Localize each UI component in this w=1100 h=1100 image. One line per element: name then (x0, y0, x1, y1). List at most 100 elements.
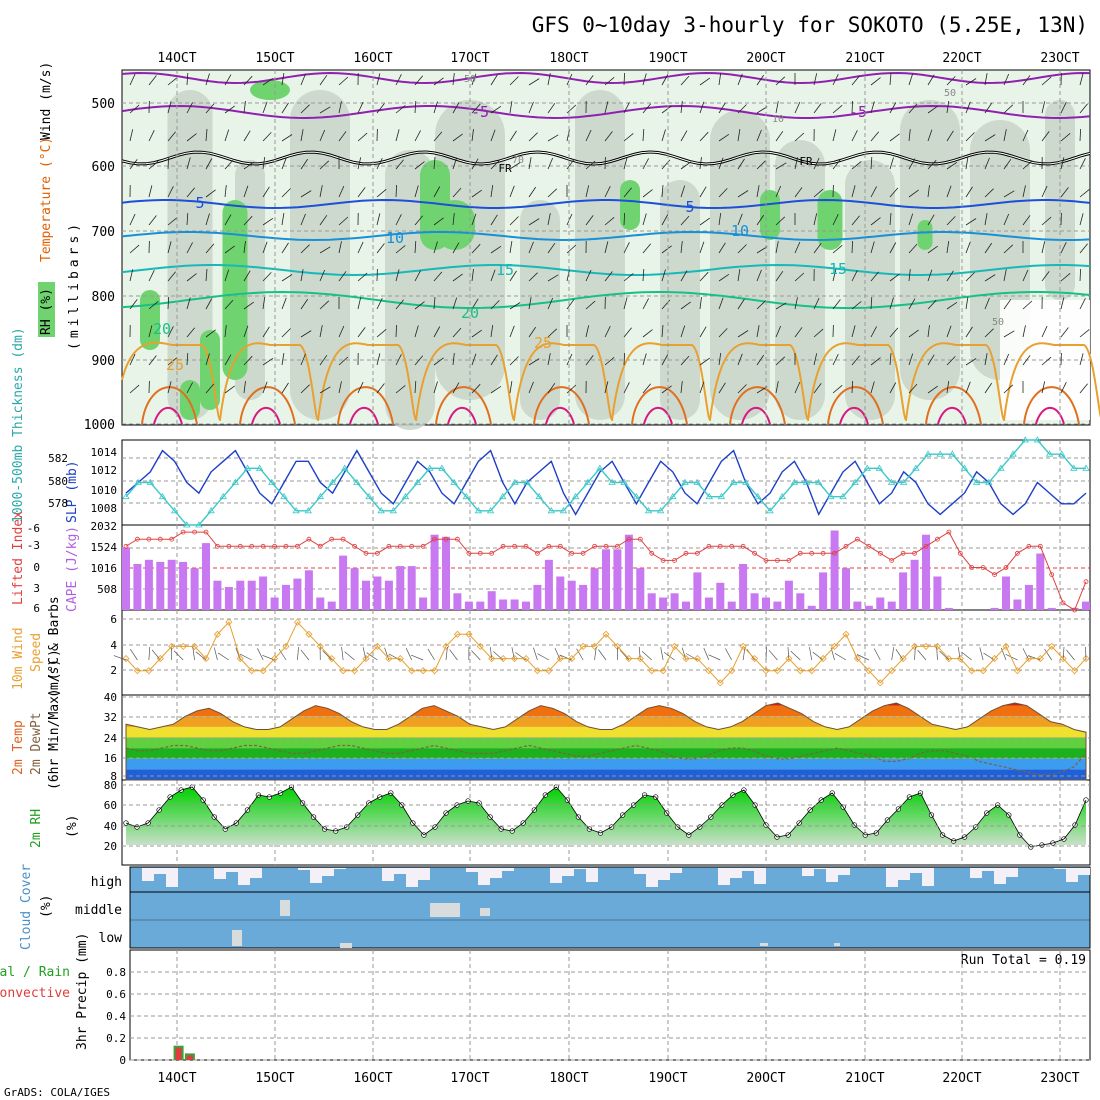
wind-barb (376, 158, 383, 170)
wind-barb-10m (235, 647, 241, 661)
lifted-index-tick-label: -3 (27, 539, 40, 552)
wind-barb (338, 325, 345, 338)
cape-bar (1002, 576, 1010, 610)
thickness-point (268, 478, 276, 485)
wind-barb (718, 213, 722, 226)
wind-barb (661, 105, 672, 114)
wind-barb (604, 271, 613, 282)
thickness-point (669, 492, 677, 500)
rh-tick-label: 60 (104, 799, 117, 812)
high-cloud-gap (214, 868, 226, 879)
wind-barb (1060, 272, 1071, 282)
wind-barb (984, 382, 993, 394)
thickness-point (450, 478, 458, 485)
wind-barb (167, 217, 178, 226)
wind-barb (452, 327, 462, 338)
wind-barb (224, 269, 230, 282)
wind-barb (965, 101, 971, 114)
high-cloud-gap (334, 868, 346, 869)
cape-bar (556, 576, 565, 610)
wind-barb (490, 354, 498, 366)
wind-barb (927, 354, 935, 366)
cape-bar (704, 597, 713, 610)
cape-bar (122, 547, 130, 610)
wind-barb (756, 160, 766, 170)
wind-barb (832, 74, 839, 86)
wind-barb (471, 383, 481, 394)
wind-barb (984, 102, 993, 114)
wind-barb (262, 77, 274, 86)
wind-barb (414, 355, 424, 366)
date-label-top: 20OCT (746, 51, 785, 66)
wind-barb (243, 355, 253, 366)
wind-barb (129, 129, 134, 142)
wind-barb (775, 325, 782, 338)
wind-barb (1041, 216, 1052, 226)
wind-barb (262, 241, 268, 254)
slp-tick-label: 1014 (91, 446, 118, 459)
wind-barb (832, 214, 839, 226)
wind-barb (300, 244, 310, 254)
wind-barb (205, 383, 215, 394)
pressure-axis: 500 600 700 800 900 1000 (84, 97, 115, 433)
wind-barb (1022, 325, 1026, 338)
rh-tick-label: 40 (104, 820, 117, 833)
high-cloud-gap (298, 868, 310, 870)
thickness-point (231, 478, 240, 485)
wind-barb-10m (300, 649, 310, 661)
wind-barb (661, 159, 671, 170)
wind-barb (357, 272, 368, 282)
lifted-index-point (946, 529, 952, 535)
wind-barb (661, 299, 671, 310)
wind-barb (224, 245, 235, 254)
high-cloud-gap (502, 868, 514, 871)
wind-barb (984, 157, 990, 170)
wind-barb (661, 245, 672, 254)
wind-barb (965, 157, 969, 170)
wind-barb (281, 213, 285, 226)
contour-35 (349, 406, 379, 425)
wind-barb (832, 129, 837, 142)
wind-barb-10m (914, 646, 916, 661)
wind-barb (243, 381, 246, 394)
wind-speed-point (1048, 642, 1056, 650)
contour-5 (121, 198, 1091, 210)
wind-barb (281, 274, 293, 282)
wind-speed-point (248, 667, 256, 675)
cape-bar (396, 566, 405, 610)
lifted-index-point (1083, 579, 1089, 585)
thickness-point (754, 492, 762, 500)
wind-barb (186, 352, 189, 366)
cloud-panel-frame (129, 866, 1091, 949)
cape-bar (727, 601, 736, 610)
wind-barb (794, 132, 805, 142)
wind-barb (205, 353, 210, 366)
cape-bar (864, 605, 873, 610)
precip-tick-label: 0.4 (106, 1010, 126, 1023)
thickness-point (401, 492, 410, 500)
high-cloud-gap (418, 868, 430, 880)
lifted-index-point (957, 550, 963, 556)
wind-barb-10m (957, 647, 961, 661)
thickness-point (571, 492, 580, 500)
dewpt2m-axis-label: 2m DewPt (29, 712, 44, 775)
wind-barb (718, 382, 726, 394)
wind-barb (889, 242, 897, 254)
lifted-index-point (752, 550, 757, 556)
wind-barb (528, 272, 538, 282)
temp2m-axis-label: 2m Temp (11, 720, 26, 775)
wind-barb (300, 190, 312, 198)
wind-barb (927, 325, 930, 338)
wind-barb (756, 354, 765, 366)
precip-tick-label: 0 (119, 1054, 126, 1067)
wind-barb (186, 102, 193, 114)
cape-bar (442, 536, 450, 610)
wind-barb-10m (663, 652, 675, 661)
rh-green-area (222, 200, 248, 380)
cape-bar (259, 576, 268, 610)
wind-barb (205, 213, 210, 226)
wind-barb (566, 384, 577, 394)
wind-barb (718, 328, 728, 338)
wind-barb (851, 215, 860, 226)
